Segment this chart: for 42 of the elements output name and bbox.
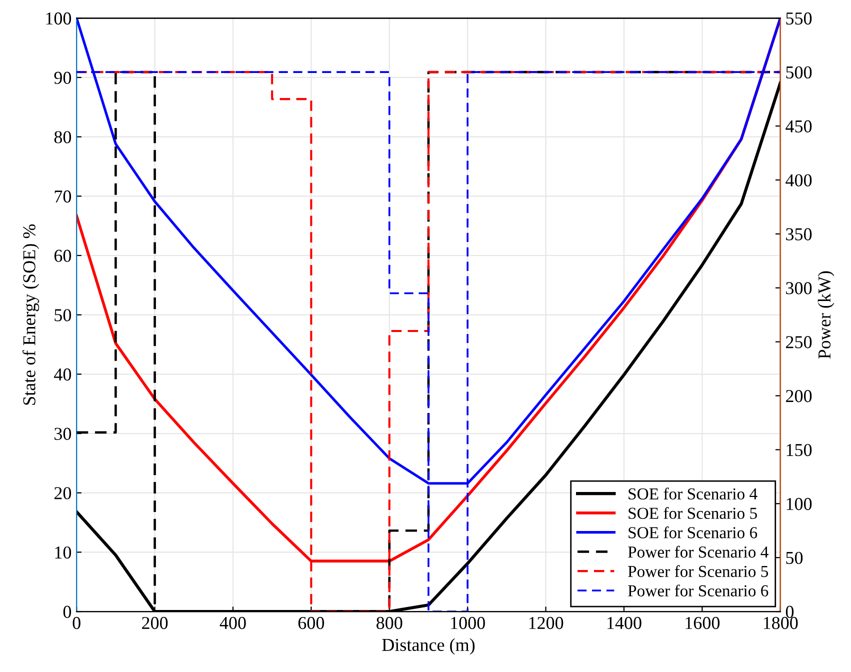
y-tick-label: 90	[54, 72, 72, 84]
y2-tick-label: 350	[786, 228, 812, 240]
y-axis-title: State of Energy (SOE) %	[22, 224, 40, 405]
y2-tick-label: 100	[786, 498, 812, 510]
x-tick-label: 600	[298, 616, 324, 630]
legend-label: Power for Scenario 5	[628, 565, 768, 578]
x-tick-label: 1400	[608, 616, 642, 630]
y2-tick-label: 0	[786, 606, 794, 618]
y-tick-label: 10	[55, 546, 72, 559]
x-tick-label: 200	[142, 616, 168, 630]
x-tick-label: 1200	[529, 616, 564, 630]
y2-tick-label: 50	[786, 552, 803, 564]
y-tick-label: 40	[54, 368, 72, 381]
y2-tick-label: 250	[786, 336, 812, 348]
y2-tick-label: 450	[786, 120, 812, 132]
y-tick-label: 0	[63, 606, 72, 618]
y2-tick-label: 550	[786, 12, 812, 25]
legend-label: Power for Scenario 4	[628, 546, 768, 558]
y-tick-label: 50	[54, 309, 72, 322]
legend-label: SOE for Scenario 5	[628, 507, 757, 519]
legend-label: Power for Scenario 6	[628, 584, 768, 596]
y2-tick-label: 500	[786, 66, 812, 79]
y-tick-label: 100	[46, 12, 72, 25]
x-tick-label: 800	[376, 616, 402, 630]
x-tick-label: 1800	[764, 616, 798, 630]
y-tick-label: 30	[54, 428, 72, 440]
legend-label: SOE for Scenario 4	[628, 488, 758, 500]
x-tick-label: 1000	[451, 616, 485, 630]
y2-tick-label: 200	[786, 390, 812, 402]
y2-tick-label: 400	[786, 174, 812, 186]
y-tick-label: 20	[54, 487, 72, 500]
x-tick-label: 0	[72, 616, 80, 630]
x-tick-label: 400	[220, 616, 246, 630]
legend-label: SOE for Scenario 6	[628, 526, 758, 538]
y2-axis-title: Power (kW)	[818, 271, 834, 359]
x-axis-title: Distance (m)	[382, 638, 475, 655]
y-tick-label: 70	[54, 190, 72, 203]
x-tick-label: 1600	[686, 616, 720, 630]
y-tick-label: 60	[54, 250, 72, 262]
y2-tick-label: 300	[786, 282, 812, 294]
y-tick-label: 80	[54, 131, 72, 144]
y2-tick-label: 150	[786, 444, 812, 456]
